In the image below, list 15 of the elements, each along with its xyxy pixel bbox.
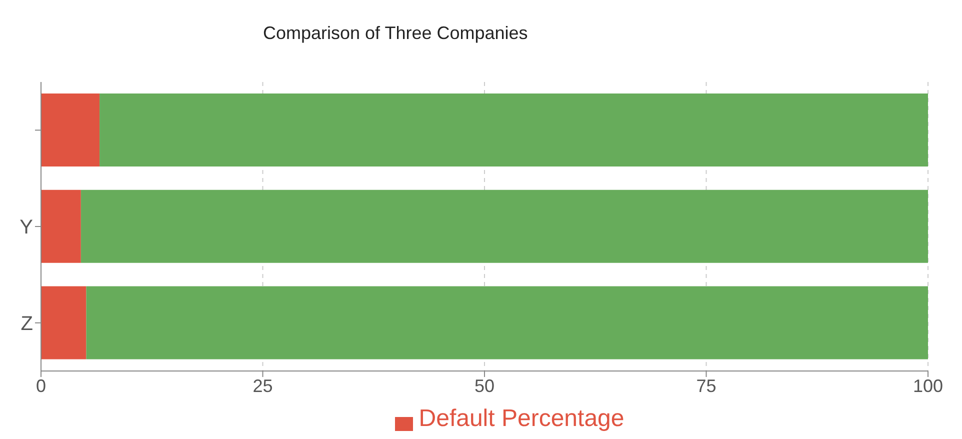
bar xyxy=(41,190,81,263)
y-tick-label: Z xyxy=(20,312,33,335)
x-tick-label: 50 xyxy=(474,376,495,396)
bar xyxy=(80,190,928,263)
chart-title: Comparison of Three Companies xyxy=(262,22,529,45)
x-tick-label: 25 xyxy=(252,376,273,396)
bar xyxy=(41,286,86,360)
bar xyxy=(86,286,928,360)
x-tick-label: 0 xyxy=(36,376,46,396)
x-tick-label: 100 xyxy=(912,376,944,396)
x-tick-label: 75 xyxy=(696,376,716,396)
y-tick-label: Y xyxy=(20,216,33,239)
bar xyxy=(41,94,100,167)
legend-label: Default Percentage xyxy=(418,405,624,433)
bar xyxy=(100,94,928,167)
